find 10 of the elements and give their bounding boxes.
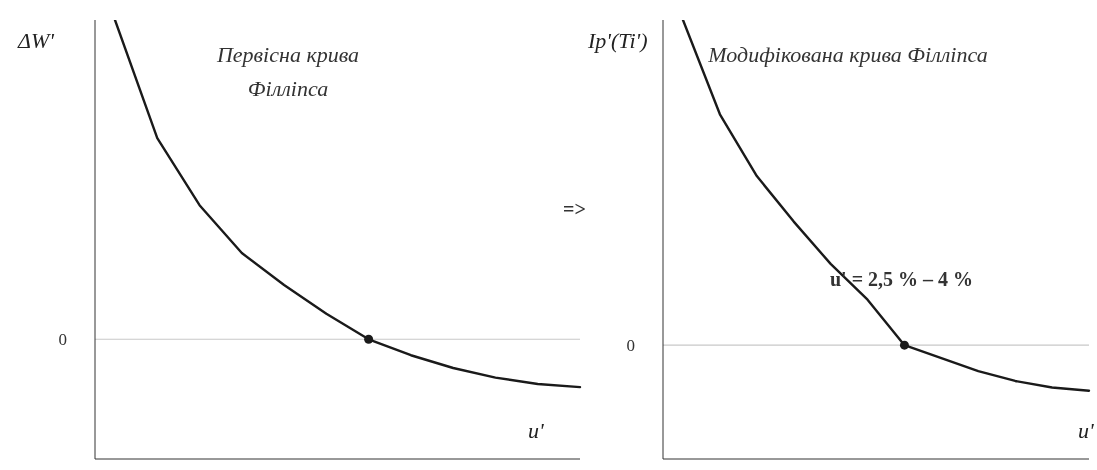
y-axis-title: Ip'(Ti') [588,28,648,54]
annotation: u' = 2,5 % – 4 % [830,268,974,291]
text: Модифікована крива Філліпса [708,41,988,69]
annotation: => [563,198,586,221]
x-axis-title: u' [1078,418,1094,444]
ref-line-label: 0 [626,336,635,356]
y-axis-title: ΔW' [18,28,54,54]
ref-line-label: 0 [58,330,67,350]
x-axis-title: u' [528,418,544,444]
text: Первісна крива Філліпса [215,41,361,103]
